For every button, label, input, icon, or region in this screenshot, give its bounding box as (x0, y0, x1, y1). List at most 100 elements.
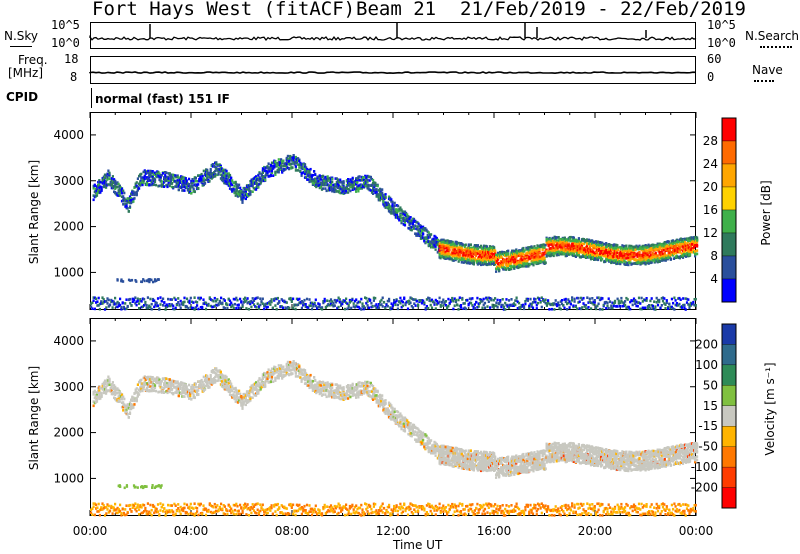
power-echo (356, 185, 359, 189)
velocity-echo (209, 375, 212, 379)
power-echo (227, 175, 230, 179)
velocity-echo (288, 365, 291, 369)
freq-unit: [MHz] (8, 66, 44, 80)
power-echo (453, 248, 456, 251)
velocity-echo (231, 389, 234, 393)
velocity-echo (300, 380, 303, 383)
velocity-echo (220, 373, 224, 376)
velocity-echo (340, 387, 343, 390)
power-echo (367, 183, 370, 187)
power-echo (243, 186, 246, 190)
power-echo (277, 170, 280, 174)
power-echo (155, 172, 158, 176)
power-echo (274, 171, 277, 174)
velocity-echo (348, 394, 351, 397)
power-echo (467, 244, 470, 247)
power-echo (255, 188, 258, 191)
velocity-echo (106, 381, 109, 385)
velocity-echo (411, 428, 414, 431)
power-echo (198, 177, 201, 181)
power-echo (494, 262, 497, 266)
velocity-echo (140, 378, 143, 382)
velocity-echo (214, 381, 217, 384)
power-echo (163, 176, 166, 179)
power-echo (347, 188, 350, 191)
power-echo (290, 159, 293, 162)
velocity-echo (425, 434, 428, 438)
power-echo (390, 205, 393, 208)
velocity-echo (442, 449, 445, 452)
velocity-echo (147, 375, 150, 379)
power-echo (173, 174, 176, 177)
power-echo (377, 193, 380, 197)
velocity-echo (127, 406, 130, 410)
velocity-echo (472, 467, 475, 470)
velocity-echo (373, 391, 376, 395)
power-cbar-tick: 24 (703, 157, 718, 171)
velocity-echo (251, 391, 254, 394)
power-echo (294, 155, 297, 159)
power-echo (214, 175, 217, 178)
power-echo (407, 215, 410, 218)
velocity-echo (305, 382, 308, 385)
velocity-echo (208, 380, 211, 384)
velocity-echo (473, 457, 476, 460)
power-echo (319, 185, 322, 189)
power-echo (280, 166, 283, 169)
power-echo (114, 184, 117, 188)
power-echo (349, 189, 352, 193)
velocity-echo (240, 401, 243, 405)
velocity-echo (124, 408, 127, 412)
velocity-echo (185, 392, 188, 395)
velocity-cbar-frame (721, 323, 737, 509)
power-echo (377, 196, 380, 199)
velocity-echo (299, 369, 302, 372)
power-echo (318, 183, 321, 187)
power-echo (473, 251, 476, 254)
velocity-echo (347, 394, 350, 397)
power-echo (474, 244, 477, 248)
power-echo (147, 177, 150, 180)
velocity-echo (391, 409, 394, 412)
power-echo (432, 237, 435, 241)
power-echo (278, 161, 282, 164)
velocity-echo (139, 389, 142, 392)
power-echo (251, 190, 254, 193)
power-echo (95, 189, 99, 193)
power-cbar-swatch (721, 117, 737, 142)
power-echo (190, 179, 193, 183)
velocity-echo (245, 401, 249, 404)
power-echo (347, 178, 350, 181)
power-echo (317, 179, 320, 183)
power-echo (431, 238, 434, 241)
power-echo (406, 213, 409, 216)
velocity-echo (369, 381, 372, 385)
freq-panel (90, 56, 696, 84)
velocity-echo (455, 451, 458, 455)
power-echo (446, 257, 449, 260)
power-echo (114, 187, 117, 190)
velocity-echo (189, 394, 192, 397)
power-echo (225, 180, 228, 183)
power-echo (245, 185, 249, 188)
power-echo (118, 191, 121, 194)
velocity-echo (108, 383, 111, 386)
velocity-echo (130, 402, 133, 406)
power-echo (223, 181, 226, 185)
velocity-echo (310, 381, 313, 384)
power-echo (462, 253, 465, 257)
power-echo (445, 253, 448, 256)
power-echo (481, 257, 485, 261)
velocity-echo (303, 378, 307, 382)
power-echo (105, 180, 108, 183)
power-echo (127, 200, 130, 204)
power-echo (198, 179, 201, 182)
power-echo (98, 183, 101, 186)
velocity-echo (277, 372, 280, 375)
power-echo (416, 228, 419, 231)
power-echo (160, 180, 163, 183)
power-echo (374, 189, 377, 193)
velocity-echo (156, 381, 159, 385)
velocity-echo (114, 390, 117, 394)
velocity-echo (286, 372, 289, 376)
